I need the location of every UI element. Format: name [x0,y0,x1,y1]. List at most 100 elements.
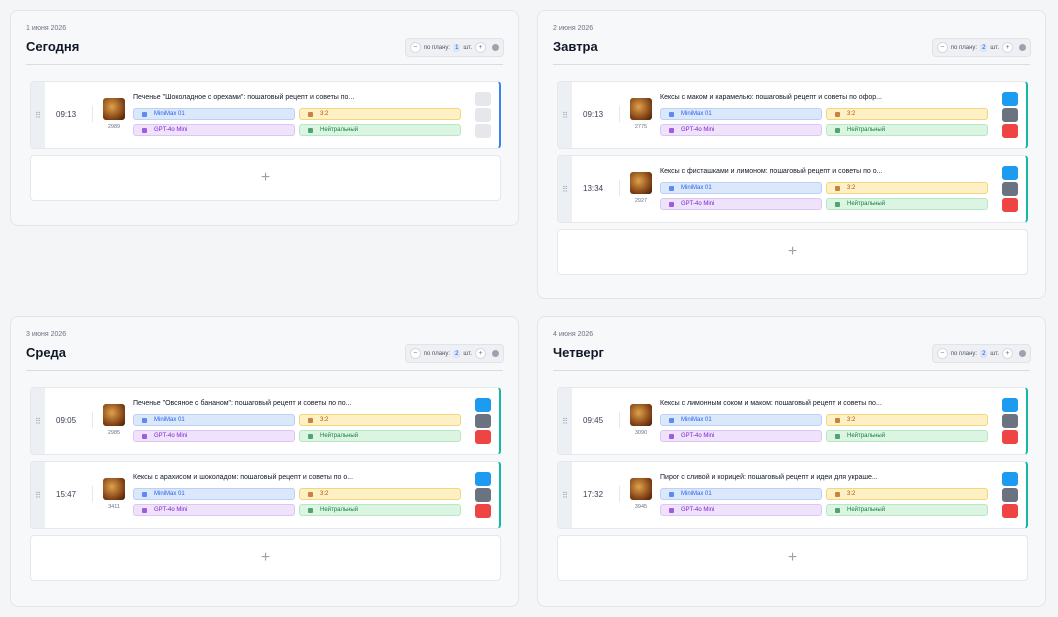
delete-button[interactable] [1002,124,1018,138]
post-title: Кексы с маком и карамелью: пошаговый рец… [660,94,882,101]
post-card[interactable]: ⠿ 15:47 3411 Кексы с арахисом и шоколадом: … [30,461,501,529]
regenerate-button[interactable] [1002,182,1018,196]
image-model-tag[interactable]: MiniMax 01 [660,182,822,194]
text-model-tag[interactable]: GPT-4o Mini [133,504,295,516]
tone-tag[interactable]: Нейтральный [299,430,461,442]
actions [1002,92,1018,138]
publish-button[interactable] [1002,166,1018,180]
post-views: 3411 [108,504,120,510]
post-title: Кексы с лимонным соком и маком: пошаговы… [660,400,882,407]
decrease-button[interactable]: − [936,42,948,53]
tone-tag[interactable]: Нейтральный [299,124,461,136]
publish-button[interactable] [1002,398,1018,412]
regenerate-button[interactable] [475,414,491,428]
ratio-tag[interactable]: 3:2 [299,414,461,426]
post-card[interactable]: ⠿ 09:05 2985 Печенье "Овсяное с бананом": п… [30,387,501,455]
drag-handle[interactable]: ⠿ [31,462,45,528]
ratio-tag[interactable]: 3:2 [826,488,988,500]
add-post-button[interactable]: + [557,535,1028,581]
add-post-button[interactable]: + [557,229,1028,275]
text-model-tag[interactable]: GPT-4o Mini [660,504,822,516]
post-time: 13:34 [583,184,604,193]
delete-button[interactable] [475,504,491,518]
ratio-tag[interactable]: 3:2 [826,108,988,120]
add-post-button[interactable]: + [30,155,501,201]
text-model-tag[interactable]: GPT-4o Mini [133,430,295,442]
plan-unit: шт. [990,350,999,357]
text-model-tag[interactable]: GPT-4o Mini [133,124,295,136]
plan-control: − по плану: 2 шт. + [931,38,1031,57]
increase-button[interactable]: + [1002,348,1013,359]
actions [1002,472,1018,518]
delete-button[interactable] [1002,198,1018,212]
publish-button[interactable] [1002,92,1018,106]
regenerate-button[interactable] [1002,488,1018,502]
post-views: 3090 [634,430,648,436]
separator [26,370,503,371]
increase-button[interactable]: + [1002,42,1013,53]
day-date: 3 июня 2026 [26,331,67,338]
regenerate-button[interactable] [1002,414,1018,428]
add-post-button[interactable]: + [30,535,501,581]
drag-handle[interactable]: ⠿ [558,462,572,528]
divider [619,412,620,428]
drag-handle[interactable]: ⠿ [31,388,45,454]
post-card[interactable]: ⠿ 09:13 2775 Кексы с маком и карамелью: пош… [557,81,1028,149]
tone-tag[interactable]: Нейтральный [826,198,988,210]
ratio-tag[interactable]: 3:2 [299,488,461,500]
regenerate-button[interactable] [1002,108,1018,122]
post-time: 17:32 [583,490,604,499]
text-model-tag[interactable]: GPT-4o Mini [660,198,822,210]
plan-label: по плану: [423,44,451,51]
publish-button[interactable] [475,398,491,412]
decrease-button[interactable]: − [936,348,948,359]
post-time: 09:13 [583,110,604,119]
ratio-tag[interactable]: 3:2 [299,108,461,120]
post-card[interactable]: ⠿ 09:45 3090 Кексы с лимонным соком и маком… [557,387,1028,455]
divider [92,106,93,122]
drag-handle[interactable]: ⠿ [31,82,45,148]
plan-control: − по плану: 1 шт. + [404,38,504,57]
day-panel: 2 июня 2026 Завтра − по плану: 2 шт. + ⠿ 09:13 27… [537,10,1046,299]
post-thumbnail [103,478,125,500]
tone-tag[interactable]: Нейтральный [826,430,988,442]
tone-tag[interactable]: Нейтральный [299,504,461,516]
actions [1002,398,1018,444]
increase-button[interactable]: + [475,42,486,53]
image-model-tag[interactable]: MiniMax 01 [660,414,822,426]
day-name: Четверг [553,345,604,360]
post-card[interactable]: ⠿ 09:13 2989 Печенье "Шоколадное с орехами"… [30,81,501,149]
plan-label: по плану: [950,350,978,357]
plan-count: 2 [980,349,988,358]
post-list: ⠿ 09:13 2775 Кексы с маком и карамелью: пош… [557,81,1028,275]
image-model-tag[interactable]: MiniMax 01 [133,414,295,426]
day-date: 1 июня 2026 [26,25,67,32]
tone-tag[interactable]: Нейтральный [826,124,988,136]
decrease-button[interactable]: − [409,42,421,53]
post-card[interactable]: ⠿ 17:32 3945 Пирог с сливой и корицей: поша… [557,461,1028,529]
drag-handle[interactable]: ⠿ [558,156,572,222]
drag-handle[interactable]: ⠿ [558,82,572,148]
drag-handle[interactable]: ⠿ [558,388,572,454]
delete-button[interactable] [1002,504,1018,518]
text-model-tag[interactable]: GPT-4o Mini [660,430,822,442]
image-model-tag[interactable]: MiniMax 01 [660,108,822,120]
publish-button[interactable] [475,472,491,486]
image-model-tag[interactable]: MiniMax 01 [133,488,295,500]
decrease-button[interactable]: − [409,348,421,359]
text-model-tag[interactable]: GPT-4o Mini [660,124,822,136]
image-model-tag[interactable]: MiniMax 01 [133,108,295,120]
regenerate-button[interactable] [475,488,491,502]
increase-button[interactable]: + [475,348,486,359]
delete-button[interactable] [1002,430,1018,444]
ratio-tag[interactable]: 3:2 [826,182,988,194]
delete-button[interactable] [475,430,491,444]
publish-button[interactable] [1002,472,1018,486]
actions [475,398,491,444]
tone-tag[interactable]: Нейтральный [826,504,988,516]
day-name: Сегодня [26,39,80,54]
ratio-tag[interactable]: 3:2 [826,414,988,426]
image-model-tag[interactable]: MiniMax 01 [660,488,822,500]
post-card[interactable]: ⠿ 13:34 2927 Кексы с фисташками и лимоном: … [557,155,1028,223]
